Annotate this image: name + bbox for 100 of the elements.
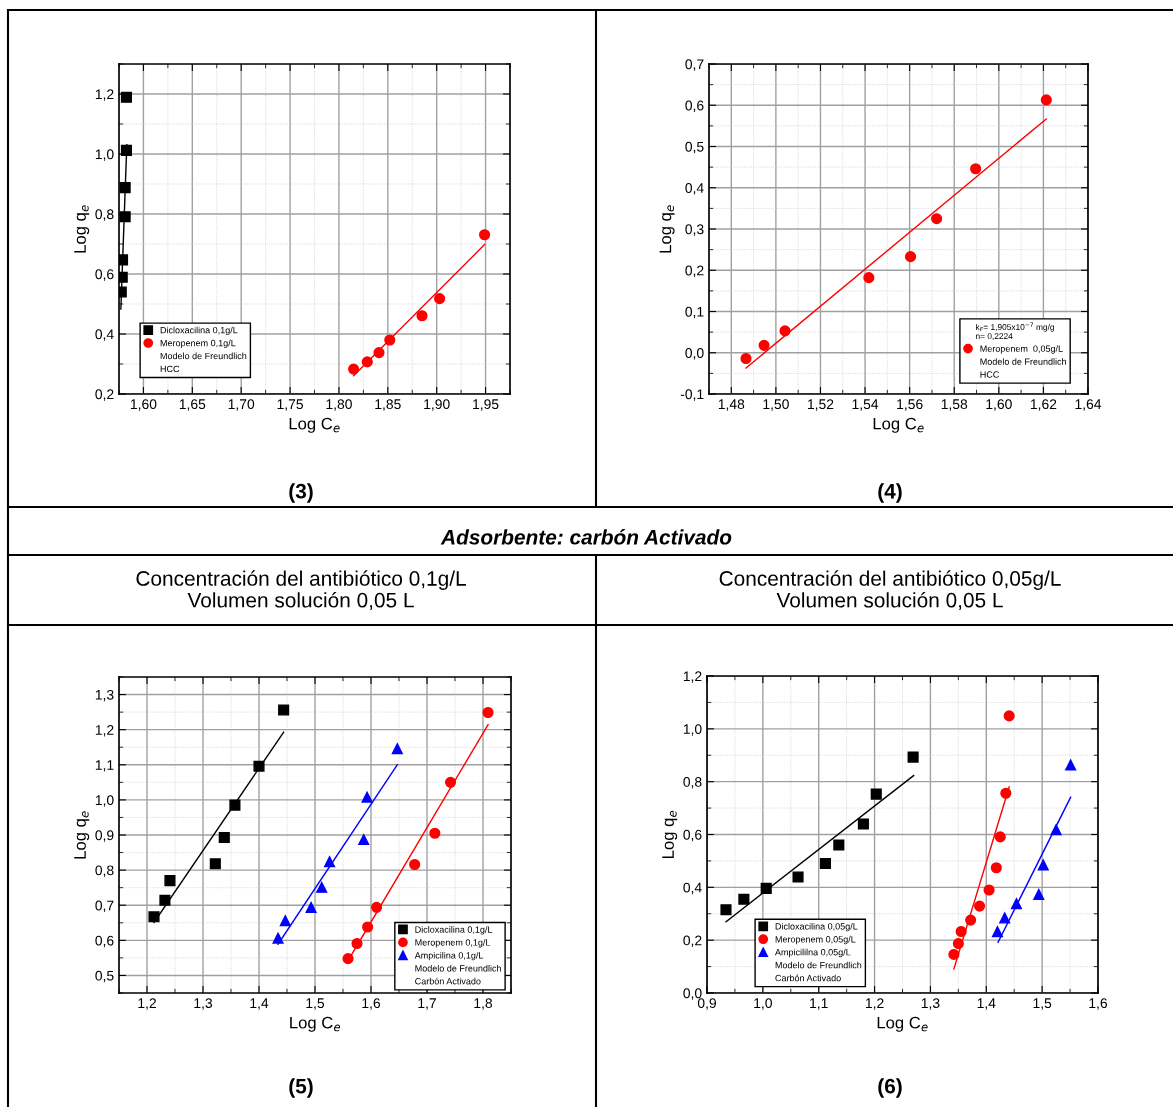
point: [164, 875, 176, 887]
y-tick-label: 0,4: [95, 329, 114, 341]
x-tick-label: 0,9: [697, 998, 716, 1010]
x-tick-label: 1,95: [473, 399, 499, 411]
point: [1010, 898, 1023, 910]
point: [965, 914, 977, 926]
point: [361, 356, 373, 368]
x-tick-label: 1,5: [306, 998, 325, 1010]
point: [342, 953, 354, 965]
point: [990, 862, 1002, 874]
x-axis-title: Log C$_{e}$: [877, 1016, 928, 1032]
annotation: Carbón Activado: [775, 974, 841, 982]
x-tick-label: 1,8: [474, 998, 493, 1010]
point: [904, 251, 917, 263]
point: [1040, 94, 1052, 106]
point: [994, 831, 1006, 843]
y-tick-label: 0,8: [95, 209, 114, 221]
y-tick-label: 0,5: [685, 141, 704, 154]
y-tick-label: 0,6: [683, 829, 702, 842]
x-tick-label: 1,3: [921, 998, 940, 1010]
text: (6): [878, 1078, 902, 1098]
point: [159, 894, 171, 906]
annotation: Modelo de Freundlich: [980, 358, 1066, 365]
point: [444, 776, 457, 788]
point: [361, 791, 373, 803]
y-tick-label: 1,0: [95, 149, 114, 161]
y-tick-label: 0,6: [95, 935, 114, 948]
point: [738, 893, 750, 905]
x-tick-label: 1,64: [1075, 399, 1102, 411]
point: [384, 334, 396, 346]
point: [279, 915, 291, 927]
y-tick-label: 0,4: [683, 882, 702, 895]
point: [479, 229, 491, 241]
point: [779, 325, 791, 337]
point: [999, 912, 1011, 924]
legend-label: Meropenem 0,05g/L: [775, 935, 856, 945]
y-tick-label: 0,7: [685, 59, 704, 71]
x-tick-label: 1,62: [1030, 399, 1057, 411]
point: [482, 706, 494, 719]
x-tick-label: 1,2: [865, 998, 884, 1010]
point: [358, 834, 370, 846]
point: [316, 881, 328, 893]
x-tick-label: 1,3: [194, 998, 213, 1010]
point: [278, 704, 290, 716]
point: [148, 911, 160, 923]
point: [120, 91, 132, 103]
y-tick-label: -0,1: [680, 389, 704, 401]
y-tick-label: 0,6: [685, 100, 704, 113]
point: [792, 871, 804, 883]
y-tick-label: 0,0: [685, 348, 704, 360]
legend-label: Dicloxacilina 0,05g/L: [775, 922, 858, 932]
x-tick-label: 1,4: [977, 998, 996, 1010]
legend-label: Ampicililna 0,05g/L: [774, 948, 851, 958]
x-tick-label: 1,1: [810, 998, 828, 1010]
y-tick-label: 1,0: [683, 724, 702, 736]
x-tick-label: 1,80: [326, 399, 352, 411]
point: [1000, 787, 1012, 799]
point: [1065, 759, 1077, 771]
point: [931, 213, 943, 225]
point: [991, 926, 1004, 938]
point: [305, 901, 317, 913]
x-axis-title: Log C$_{e}$: [289, 417, 340, 433]
x-tick-label: 1,60: [986, 399, 1012, 411]
x-tick-label: 1,52: [808, 399, 834, 411]
annotation: HCC: [980, 371, 999, 378]
y-tick-label: 1,2: [683, 671, 702, 683]
point: [119, 211, 131, 223]
point: [907, 751, 919, 763]
y-axis-title: Log q$_{e}$: [74, 205, 90, 253]
annotation: Modelo de Freundlich: [160, 352, 247, 360]
x-tick-label: 1,56: [897, 399, 923, 411]
point: [720, 904, 732, 916]
point: [819, 858, 831, 870]
legend-label: Meropenem 0,1g/L: [415, 939, 491, 948]
x-tick-label: 1,58: [941, 399, 968, 411]
point: [1033, 888, 1045, 901]
chart-subtitle: Concentración del antibiótico 0,05g/L Volumen solución 0,05 L: [719, 570, 1061, 611]
point: [391, 743, 403, 755]
x-axis-title: Log C$_{e}$: [290, 1016, 341, 1032]
point: [429, 827, 441, 839]
y-tick-label: 0,2: [685, 265, 704, 278]
y-axis-title: Log q$_{e}$: [659, 205, 675, 253]
point: [970, 163, 982, 175]
x-tick-label: 1,65: [179, 399, 206, 411]
y-tick-label: 0,6: [95, 269, 114, 281]
point: [1037, 859, 1049, 871]
point: [416, 310, 428, 322]
x-tick-label: 1,50: [763, 399, 789, 411]
point: [740, 352, 752, 365]
y-tick-label: 0,1: [685, 306, 704, 319]
x-tick-label: 1,48: [718, 399, 745, 411]
point: [758, 339, 770, 351]
y-tick-label: 0,9: [95, 830, 114, 842]
text: k$_{F}$= 1,905x10$^{−7}$ mg/g n= 0,2224: [976, 322, 1055, 341]
x-tick-label: 1,60: [130, 399, 157, 411]
point: [348, 363, 360, 375]
legend-label: Dicloxacilina 0,1g/L: [415, 926, 493, 935]
annotation: HCC: [160, 365, 180, 373]
point: [362, 921, 374, 933]
point: [351, 937, 363, 950]
